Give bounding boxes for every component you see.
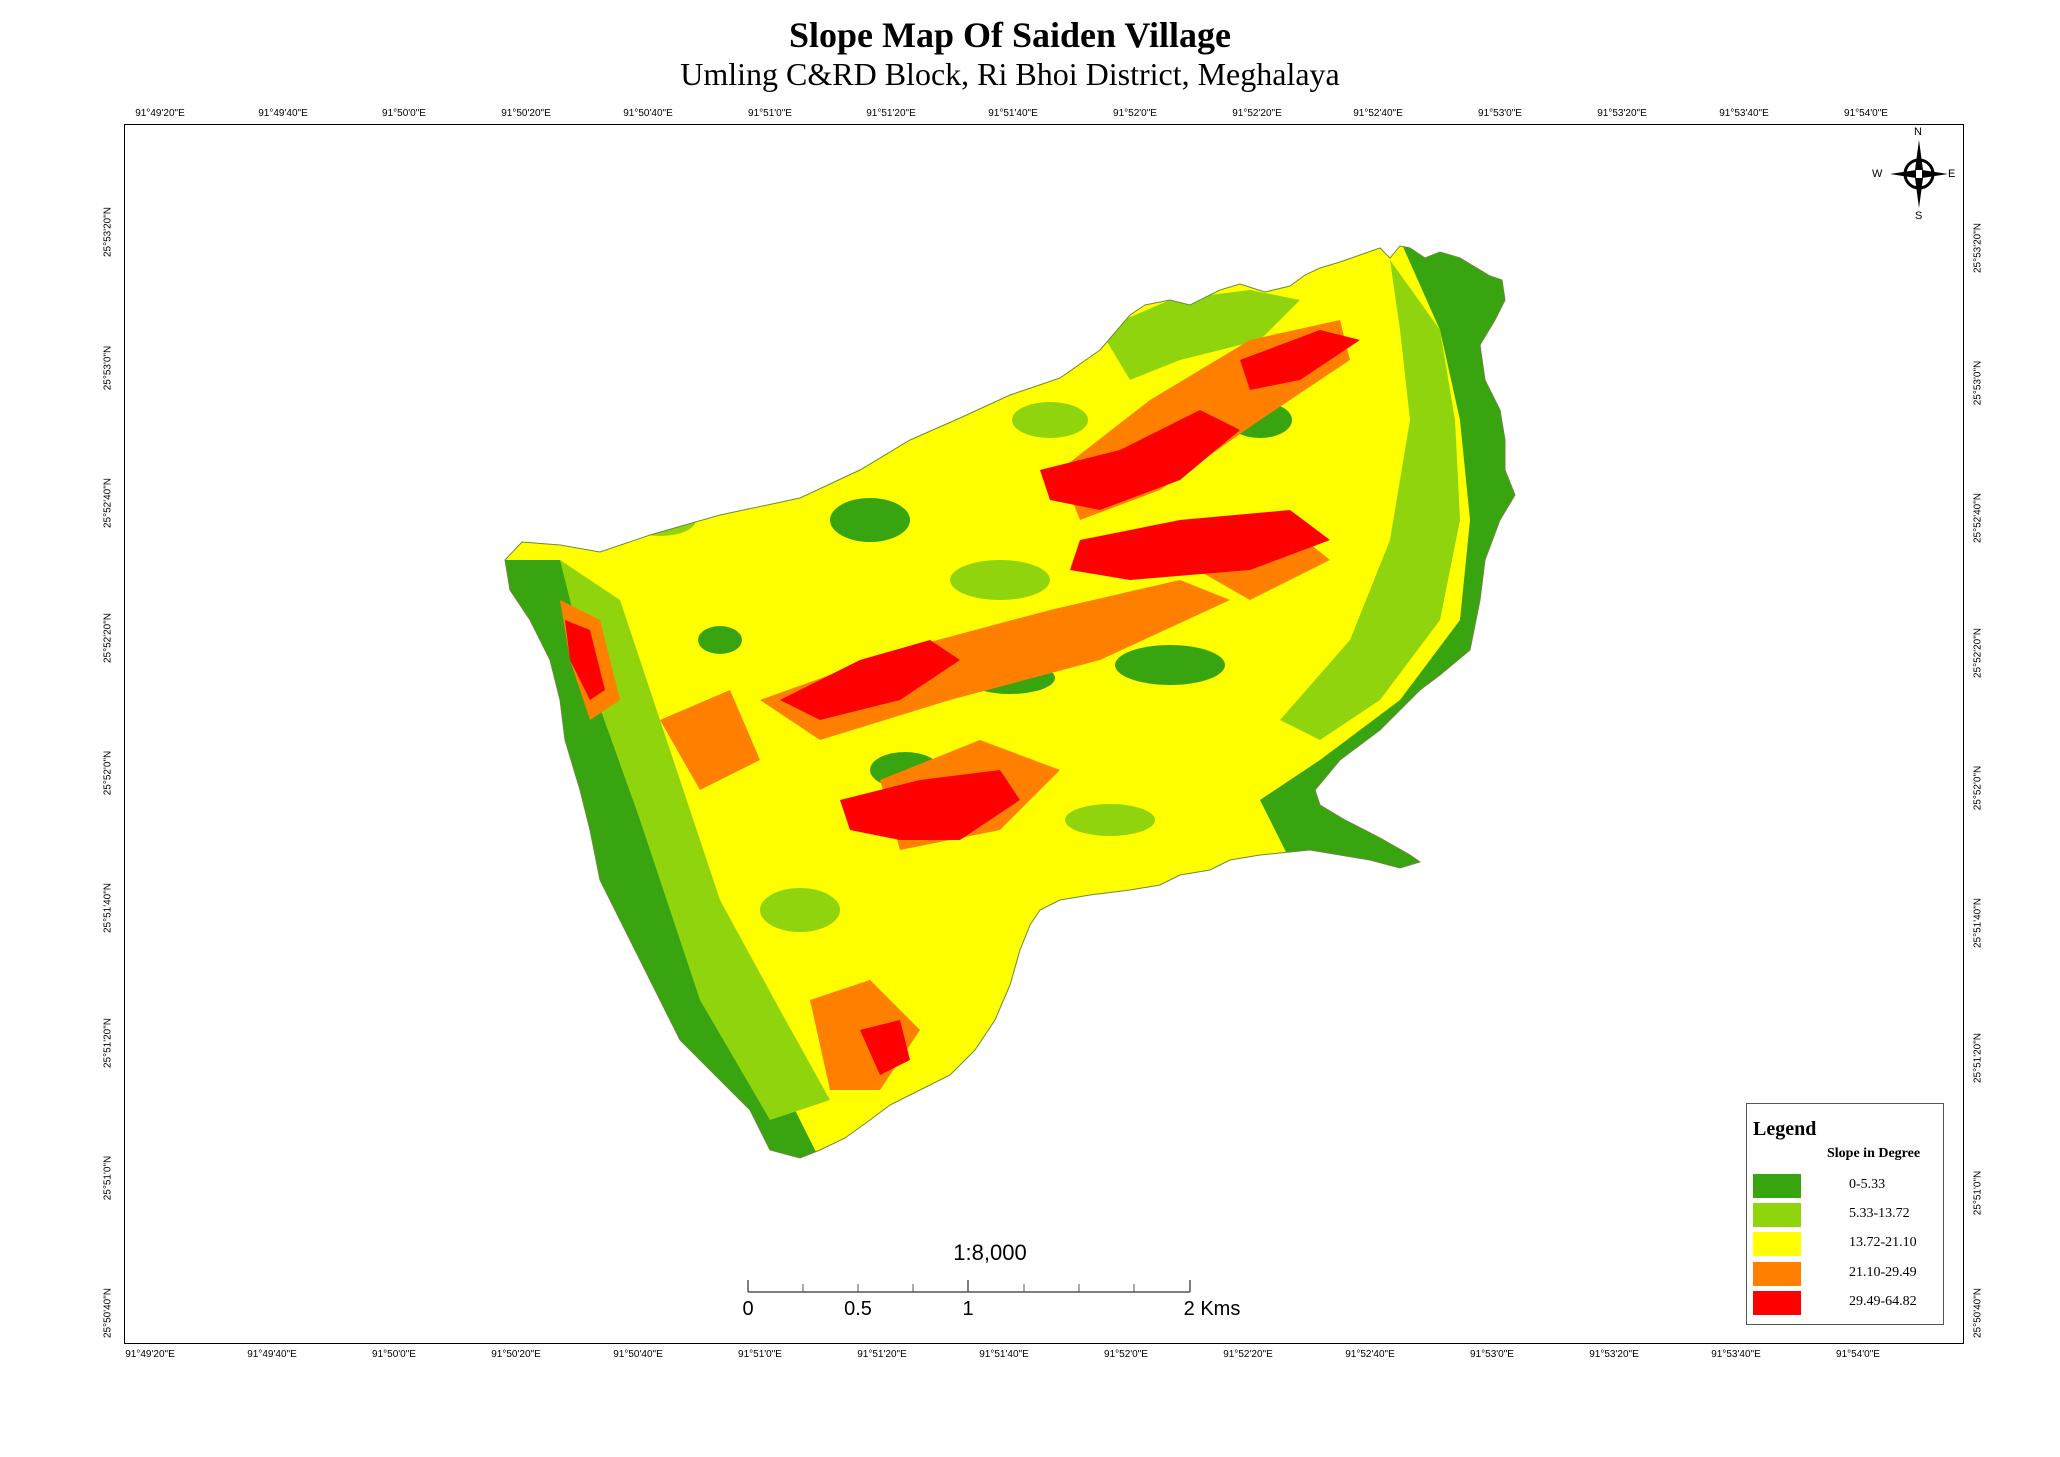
lon-label-top: 91°50'20"E: [501, 108, 551, 119]
flat-patch: [698, 626, 742, 654]
steep-ridge: [840, 770, 1020, 840]
scale-bar: 1:8,000 0 0.5 1 2 Kms: [740, 1240, 1240, 1320]
gentle-patch: [1012, 402, 1088, 438]
village-boundary: [504, 245, 1516, 1159]
lon-label-top: 91°53'40"E: [1719, 108, 1769, 119]
lon-label-top: 91°53'20"E: [1597, 108, 1647, 119]
lon-label-top: 91°52'40"E: [1353, 108, 1403, 119]
gentle-patch: [950, 560, 1050, 600]
legend-swatch: [1753, 1174, 1801, 1198]
lon-label-top: 91°50'40"E: [623, 108, 673, 119]
lon-label-top: 91°53'0"E: [1478, 108, 1522, 119]
lon-label-top: 91°54'0"E: [1844, 108, 1888, 119]
moderate-band: [660, 690, 760, 790]
lon-label-top: 91°49'40"E: [258, 108, 308, 119]
legend-label: 0-5.33: [1849, 1177, 1886, 1192]
scale-label: 0.5: [844, 1298, 872, 1320]
lon-label-top: 91°49'20"E: [135, 108, 185, 119]
lon-label-top: 91°50'0"E: [382, 108, 426, 119]
gentle-patch: [760, 888, 840, 932]
compass-west-label: W: [1872, 168, 1883, 180]
north-arrow: N E S W: [1872, 124, 1956, 224]
lon-label-bottom: 91°53'0"E: [1470, 1349, 1514, 1360]
legend-item: 0-5.33: [1753, 1174, 1939, 1198]
scale-bar-graphic: [747, 1280, 1191, 1293]
lon-label-bottom: 91°52'0"E: [1104, 1349, 1148, 1360]
steep-ridge: [1040, 410, 1240, 510]
legend-swatch: [1753, 1232, 1801, 1256]
legend-item: 13.72-21.10: [1753, 1232, 1939, 1256]
lon-label-bottom: 91°50'0"E: [372, 1349, 416, 1360]
map-subtitle: Umling C&RD Block, Ri Bhoi District, Meg…: [680, 56, 1340, 92]
lon-label-bottom: 91°54'0"E: [1836, 1349, 1880, 1360]
scale-ratio: 1:8,000: [953, 1240, 1027, 1265]
steep-ridge: [860, 1020, 910, 1075]
lon-label-bottom: 91°52'20"E: [1223, 1349, 1273, 1360]
flat-patch: [830, 498, 910, 542]
gentle-patch: [1065, 804, 1155, 836]
legend-label: 21.10-29.49: [1849, 1265, 1917, 1280]
gentle-area-east: [1280, 260, 1460, 740]
scale-label: 0: [742, 1298, 754, 1320]
compass-north-label: N: [1914, 126, 1922, 138]
lon-label-bottom: 91°51'0"E: [738, 1349, 782, 1360]
compass-rose-icon: [1890, 140, 1948, 208]
lon-label-bottom: 91°50'20"E: [491, 1349, 541, 1360]
lon-label-top: 91°51'40"E: [988, 108, 1038, 119]
flat-patch: [1115, 645, 1225, 685]
legend-item: 29.49-64.82: [1753, 1291, 1939, 1315]
lon-label-bottom: 91°51'20"E: [857, 1349, 907, 1360]
steep-ridge: [1240, 330, 1360, 390]
legend-swatch: [1753, 1203, 1801, 1227]
lon-label-bottom: 91°53'20"E: [1589, 1349, 1639, 1360]
legend-label: 29.49-64.82: [1849, 1294, 1917, 1309]
lon-label-top: 91°52'0"E: [1113, 108, 1157, 119]
legend-item: 21.10-29.49: [1753, 1262, 1939, 1286]
gentle-area-north: [1100, 290, 1300, 380]
lon-label-top: 91°51'20"E: [866, 108, 916, 119]
legend-subtitle: Slope in Degree: [1827, 1146, 1921, 1161]
gentle-area-west: [560, 560, 830, 1120]
lon-label-bottom: 91°51'40"E: [979, 1349, 1029, 1360]
legend-label: 13.72-21.10: [1849, 1235, 1917, 1250]
scale-label: 1: [962, 1298, 974, 1320]
lon-label-bottom: 91°50'40"E: [613, 1349, 663, 1360]
lon-label-top: 91°51'0"E: [748, 108, 792, 119]
gentle-patch: [624, 504, 696, 536]
compass-south-label: S: [1915, 210, 1923, 222]
compass-east-label: E: [1948, 168, 1956, 180]
map-title: Slope Map Of Saiden Village: [788, 15, 1232, 55]
lon-label-bottom: 91°52'40"E: [1345, 1349, 1395, 1360]
map-frame: [124, 124, 1964, 1344]
legend-label: 5.33-13.72: [1849, 1206, 1910, 1221]
steep-ridge: [1070, 510, 1330, 580]
lon-label-bottom: 91°49'20"E: [125, 1349, 175, 1360]
scale-label: 2 Kms: [1183, 1298, 1241, 1320]
legend-item: 5.33-13.72: [1753, 1203, 1939, 1227]
legend: Legend Slope in Degree 0-5.33 5.33-13.72…: [1746, 1103, 1944, 1325]
legend-swatch: [1753, 1262, 1801, 1286]
legend-swatch: [1753, 1291, 1801, 1315]
steep-ridge: [565, 620, 605, 700]
lon-label-top: 91°52'20"E: [1232, 108, 1282, 119]
legend-title: Legend: [1753, 1118, 1817, 1140]
lon-label-bottom: 91°53'40"E: [1711, 1349, 1761, 1360]
steep-ridge: [780, 640, 960, 720]
lon-label-bottom: 91°49'40"E: [247, 1349, 297, 1360]
